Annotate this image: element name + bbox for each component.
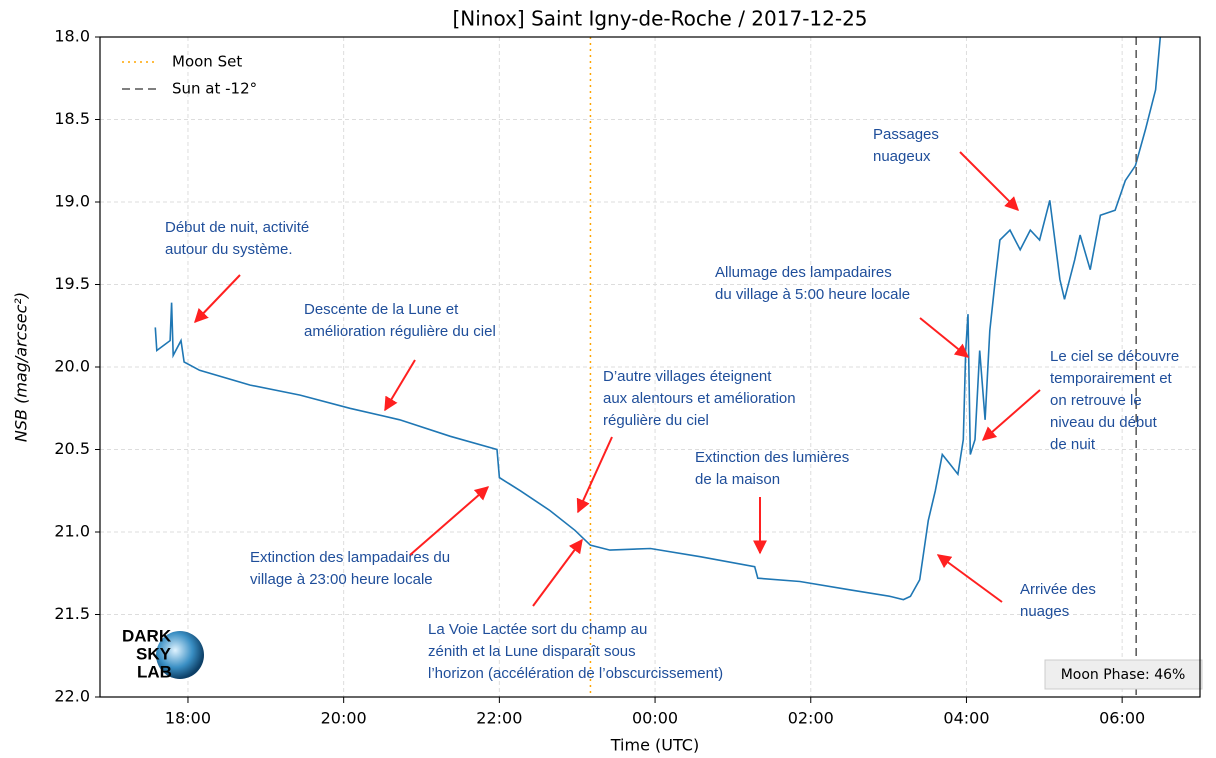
- x-axis-label: Time (UTC): [610, 736, 699, 755]
- annotation-arrow: [194, 274, 241, 324]
- logo-text: LAB: [137, 662, 172, 681]
- y-axis-label: NSB (mag/arcsec²): [12, 292, 31, 442]
- y-tick-label: 19.0: [54, 192, 90, 211]
- y-tick-label: 20.5: [54, 439, 90, 458]
- annotation-arrow: [919, 317, 970, 358]
- annotation: Extinction des lampadaires du: [250, 549, 450, 566]
- x-tick-label: 18:00: [165, 709, 211, 728]
- annotation: village à 23:00 heure locale: [250, 571, 433, 588]
- legend-label: Moon Set: [172, 53, 242, 71]
- annotation-arrow: [936, 554, 1003, 603]
- y-tick-label: 20.0: [54, 357, 90, 376]
- annotation: nuageux: [873, 148, 931, 165]
- annotation-arrow: [959, 151, 1019, 211]
- annotation: amélioration régulière du ciel: [304, 323, 496, 340]
- x-tick-label: 06:00: [1099, 709, 1145, 728]
- annotation: Arrivée des: [1020, 581, 1096, 598]
- annotation: niveau du début: [1050, 414, 1158, 431]
- y-tick-label: 19.5: [54, 274, 90, 293]
- annotation: Début de nuit, activité: [165, 219, 309, 236]
- x-tick-label: 22:00: [476, 709, 522, 728]
- moon-phase: Moon Phase: 46%: [1061, 667, 1186, 683]
- annotation: La Voie Lactée sort du champ au: [428, 621, 647, 638]
- plot-frame: [99, 36, 1201, 698]
- annotation: autour du système.: [165, 241, 293, 258]
- x-tick-label: 02:00: [788, 709, 834, 728]
- annotation: aux alentours et amélioration: [603, 390, 796, 407]
- annotation: zénith et la Lune disparaît sous: [428, 643, 636, 660]
- annotation-arrow: [981, 389, 1041, 441]
- y-tick-label: 21.0: [54, 522, 90, 541]
- annotation: Le ciel se découvre: [1050, 348, 1179, 365]
- logo-text: DARK: [122, 626, 172, 645]
- y-tick-label: 21.5: [54, 604, 90, 623]
- annotation-arrow: [532, 538, 583, 607]
- annotation: D’autre villages éteignent: [603, 368, 772, 385]
- annotation: régulière du ciel: [603, 412, 709, 429]
- moon-phase-box: [1044, 659, 1203, 690]
- legend-label: Sun at -12°: [172, 80, 257, 98]
- annotation: Extinction des lumières: [695, 449, 849, 466]
- annotation: Descente de la Lune et: [304, 301, 459, 318]
- chart-title: [Ninox] Saint Igny-de-Roche / 2017-12-25: [452, 7, 867, 31]
- annotation: Passages: [873, 126, 939, 143]
- x-tick-label: 00:00: [632, 709, 678, 728]
- logo-globe: [156, 631, 204, 679]
- y-tick-label: 22.0: [54, 687, 90, 706]
- x-tick-label: 20:00: [321, 709, 367, 728]
- annotation: Allumage des lampadaires: [715, 264, 892, 281]
- y-tick-label: 18.0: [54, 27, 90, 46]
- annotation: temporairement et: [1050, 370, 1173, 387]
- annotation: l’horizon (accélération de l’obscurcisse…: [428, 665, 723, 682]
- annotation: du village à 5:00 heure locale: [715, 286, 910, 303]
- annotation-arrow: [576, 436, 613, 514]
- annotation: de la maison: [695, 471, 780, 488]
- logo-text: SKY: [136, 644, 172, 663]
- annotation: on retrouve le: [1050, 392, 1142, 409]
- data-line: [154, 37, 1162, 601]
- annotation: nuages: [1020, 603, 1069, 620]
- x-tick-label: 04:00: [943, 709, 989, 728]
- annotation-arrow: [409, 486, 490, 556]
- annotation-arrow: [384, 359, 416, 412]
- annotation: de nuit: [1050, 436, 1096, 453]
- y-tick-label: 18.5: [54, 109, 90, 128]
